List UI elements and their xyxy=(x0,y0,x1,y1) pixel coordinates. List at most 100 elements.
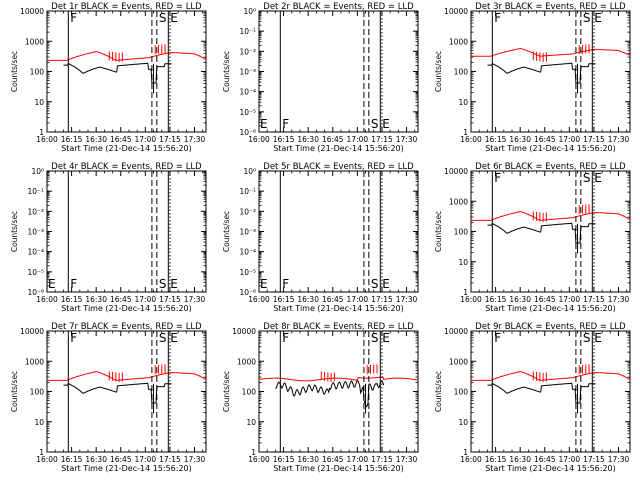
y-tick-label: 1 xyxy=(463,288,468,297)
x-axis-label: Start Time (21-Dec-14 15:56:20) xyxy=(485,464,616,473)
x-axis-label: Start Time (21-Dec-14 15:56:20) xyxy=(61,464,192,473)
marker-label: E xyxy=(594,171,602,185)
y-axis-label: Counts/sec xyxy=(222,211,231,252)
series-line-events xyxy=(487,62,596,84)
x-tick-label: 16:00 xyxy=(248,455,270,464)
series-line-events xyxy=(487,222,596,244)
y-tick-label: 10⁻⁵ xyxy=(239,268,256,277)
y-tick-label: 100 xyxy=(30,68,45,77)
x-tick-label: 16:45 xyxy=(110,295,132,304)
x-tick-label: 17:30 xyxy=(396,455,418,464)
marker-label: S xyxy=(159,11,167,25)
x-tick-label: 17:00 xyxy=(559,135,581,144)
x-tick-label: 16:00 xyxy=(460,295,482,304)
x-tick-label: 17:30 xyxy=(608,135,630,144)
x-tick-label: 17:30 xyxy=(396,295,418,304)
marker-label: F xyxy=(282,277,289,291)
plot-frame xyxy=(470,10,631,133)
x-tick-label: 16:30 xyxy=(297,135,319,144)
x-tick-label: 16:30 xyxy=(509,135,531,144)
series-line-lld xyxy=(258,376,419,382)
marker-label: S xyxy=(159,277,167,291)
marker-label: S xyxy=(371,117,379,131)
series-line-lld xyxy=(471,370,631,381)
x-tick-label: 16:30 xyxy=(85,455,107,464)
x-tick-label: 16:15 xyxy=(273,455,295,464)
y-tick-label: 10⁻³ xyxy=(239,228,256,237)
y-tick-label: 10 xyxy=(458,258,468,267)
y-tick-label: 10000 xyxy=(20,327,44,336)
y-tick-label: 1000 xyxy=(25,37,44,46)
series-line-lld xyxy=(47,370,207,381)
y-tick-label: 10⁰ xyxy=(243,7,256,16)
detector-panel-6: Det 6r BLACK = Events, RED = LLD 1 10 100 10… xyxy=(434,162,631,313)
detector-panel-1: Det 1r BLACK = Events, RED = LLD 1 10 100 10… xyxy=(10,2,207,153)
x-tick-label: 17:30 xyxy=(608,295,630,304)
y-tick-label: 10000 xyxy=(444,327,468,336)
x-tick-label: 17:00 xyxy=(347,295,369,304)
x-axis-label: Start Time (21-Dec-14 15:56:20) xyxy=(61,144,192,153)
plot-frame xyxy=(46,170,207,293)
x-tick-label: 17:00 xyxy=(135,295,157,304)
y-tick-label: 10⁻¹ xyxy=(27,187,44,196)
y-tick-label: 10⁻² xyxy=(239,207,256,216)
marker-label: E xyxy=(594,11,602,25)
y-tick-label: 10⁻¹ xyxy=(239,187,256,196)
x-tick-label: 16:00 xyxy=(460,135,482,144)
x-tick-label: 16:45 xyxy=(110,455,132,464)
detector-panel-5: Det 5r BLACK = Events, RED = LLD 10⁻⁶ 10⁻⁵… xyxy=(222,162,419,313)
x-tick-label: 17:15 xyxy=(371,295,393,304)
x-tick-label: 17:15 xyxy=(371,135,393,144)
y-tick-label: 10 xyxy=(34,98,44,107)
x-axis-label: Start Time (21-Dec-14 15:56:20) xyxy=(485,144,616,153)
plot-frame xyxy=(258,170,419,293)
x-tick-label: 17:00 xyxy=(559,295,581,304)
marker-label: E xyxy=(170,277,178,291)
marker-label: S xyxy=(583,331,591,345)
x-tick-label: 17:15 xyxy=(583,135,605,144)
y-tick-label: 10 xyxy=(458,98,468,107)
y-tick-label: 100 xyxy=(454,228,469,237)
x-tick-label: 17:00 xyxy=(135,455,157,464)
marker-label: E xyxy=(382,117,390,131)
y-axis-label: Counts/sec xyxy=(222,371,231,412)
x-tick-label: 16:45 xyxy=(322,295,344,304)
x-axis-label: Start Time (21-Dec-14 15:56:20) xyxy=(61,304,192,313)
x-tick-label: 16:45 xyxy=(534,455,556,464)
marker-label: S xyxy=(159,331,167,345)
y-tick-label: 1 xyxy=(251,448,256,457)
y-tick-label: 10 xyxy=(246,418,256,427)
x-tick-label: 17:30 xyxy=(396,135,418,144)
marker-label: F xyxy=(494,331,501,345)
x-axis-label: Start Time (21-Dec-14 15:56:20) xyxy=(485,304,616,313)
x-tick-label: 17:15 xyxy=(583,455,605,464)
series-line-events xyxy=(63,382,172,404)
x-tick-label: 16:30 xyxy=(509,455,531,464)
y-tick-label: 10000 xyxy=(444,7,468,16)
y-tick-label: 10 xyxy=(458,418,468,427)
y-tick-label: 10⁻⁶ xyxy=(239,288,256,297)
marker-label: S xyxy=(583,171,591,185)
panel-title: Det 6r BLACK = Events, RED = LLD xyxy=(475,162,626,172)
marker-label: E xyxy=(170,11,178,25)
x-tick-label: 17:15 xyxy=(159,295,181,304)
y-tick-label: 10⁻⁴ xyxy=(239,88,256,97)
x-tick-label: 16:15 xyxy=(273,295,295,304)
plot-frame xyxy=(258,10,419,133)
x-tick-label: 17:15 xyxy=(159,135,181,144)
x-tick-label: 16:30 xyxy=(297,455,319,464)
panel-title: Det 3r BLACK = Events, RED = LLD xyxy=(475,2,626,12)
x-tick-label: 17:15 xyxy=(583,295,605,304)
y-tick-label: 10⁰ xyxy=(31,167,44,176)
y-tick-label: 1000 xyxy=(449,37,468,46)
y-tick-label: 1000 xyxy=(237,357,256,366)
x-tick-label: 16:15 xyxy=(273,135,295,144)
x-tick-label: 16:15 xyxy=(61,135,83,144)
x-tick-label: 16:30 xyxy=(85,135,107,144)
panel-title: Det 9r BLACK = Events, RED = LLD xyxy=(475,322,626,332)
plot-frame xyxy=(258,330,419,453)
series-line-events xyxy=(63,62,172,84)
series-line-lld xyxy=(471,210,631,221)
y-tick-label: 1000 xyxy=(449,197,468,206)
